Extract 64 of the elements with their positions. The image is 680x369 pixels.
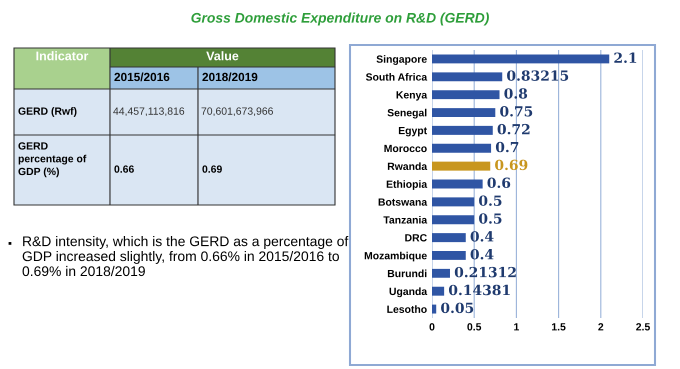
y-tick-label: Tanzania: [383, 216, 428, 224]
x-tick-label: 1.5: [552, 323, 566, 331]
data-label: 0.14381: [448, 284, 510, 296]
text: 0.69: [202, 165, 222, 173]
text: GERD percentage of GDP (%): [18, 142, 86, 178]
y-tick-label: Lesotho: [387, 305, 427, 313]
data-label: 0.72: [498, 124, 530, 134]
y-tick-label: Morocco: [384, 144, 427, 152]
bar: [432, 126, 493, 135]
data-label: 0.75: [500, 106, 532, 117]
text: 44,457,113,816: [113, 107, 184, 116]
x-tick-label: 0: [430, 323, 434, 331]
text: 2015/2016: [114, 72, 170, 82]
y-tick-label: Burundi: [388, 270, 426, 278]
text: 2018/2019: [202, 72, 258, 82]
bar: [432, 233, 466, 242]
data-label: 0.4: [470, 231, 494, 242]
data-label: 0.4: [470, 248, 494, 260]
x-tick-label: 2.5: [636, 323, 650, 331]
bar: [432, 251, 466, 260]
y-tick-label: Rwanda: [388, 162, 428, 170]
y-tick-label: DRC: [405, 234, 427, 242]
bar: [432, 72, 502, 82]
y-tick-label: Uganda: [390, 287, 428, 298]
bar: [432, 286, 444, 296]
y-tick-label: Kenya: [396, 91, 428, 101]
y-tick-label: Egypt: [398, 126, 428, 136]
bar: [432, 54, 610, 64]
y-tick-label: Ethiopia: [386, 180, 428, 190]
chart-title: Gross Domestic Expenditure on R&D (GERD): [191, 12, 489, 26]
data-label: 0.8: [504, 88, 528, 99]
data-label: 0.21312: [454, 266, 516, 278]
data-label: 0.6: [487, 178, 510, 188]
y-tick-label: South Africa: [366, 73, 428, 81]
bar: [432, 162, 490, 171]
x-tick-label: 2: [598, 323, 604, 330]
data-label: 0.83215: [507, 70, 568, 81]
text: GERD (Rwf): [18, 107, 77, 117]
x-tick-label: 0.5: [467, 323, 482, 331]
data-label: 0.5: [479, 195, 502, 206]
data-label: 0.69: [495, 160, 528, 170]
text: 70,601,673,966: [202, 107, 273, 116]
bar: [432, 180, 483, 188]
x-tick-label: 1: [514, 323, 520, 330]
text: Indicator: [36, 51, 88, 60]
data-label: 2.1: [614, 52, 636, 63]
bar: [432, 144, 492, 153]
y-tick-label: Mozambique: [364, 252, 427, 262]
bar: [432, 108, 496, 117]
bar: [432, 90, 500, 100]
bar: [432, 268, 450, 278]
bar: [432, 304, 436, 314]
data-label: 0.05: [441, 302, 474, 314]
text: 0.66: [114, 165, 134, 173]
bar: [432, 197, 474, 206]
y-tick-label: Singapore: [376, 55, 427, 65]
bar: [432, 215, 474, 224]
data-label: 0.5: [479, 213, 502, 224]
y-tick-label: Botswana: [378, 198, 428, 206]
text: ▪: [8, 242, 12, 245]
text: Value: [206, 51, 238, 60]
data-label: 0.7: [496, 142, 518, 152]
y-tick-label: Senegal: [387, 108, 426, 119]
text: R&D intensity, which is the GERD as a percentage of GDP increased slightly, from 0.66% in 2015/2016 to 0.69% in 2018/2019: [22, 236, 348, 276]
